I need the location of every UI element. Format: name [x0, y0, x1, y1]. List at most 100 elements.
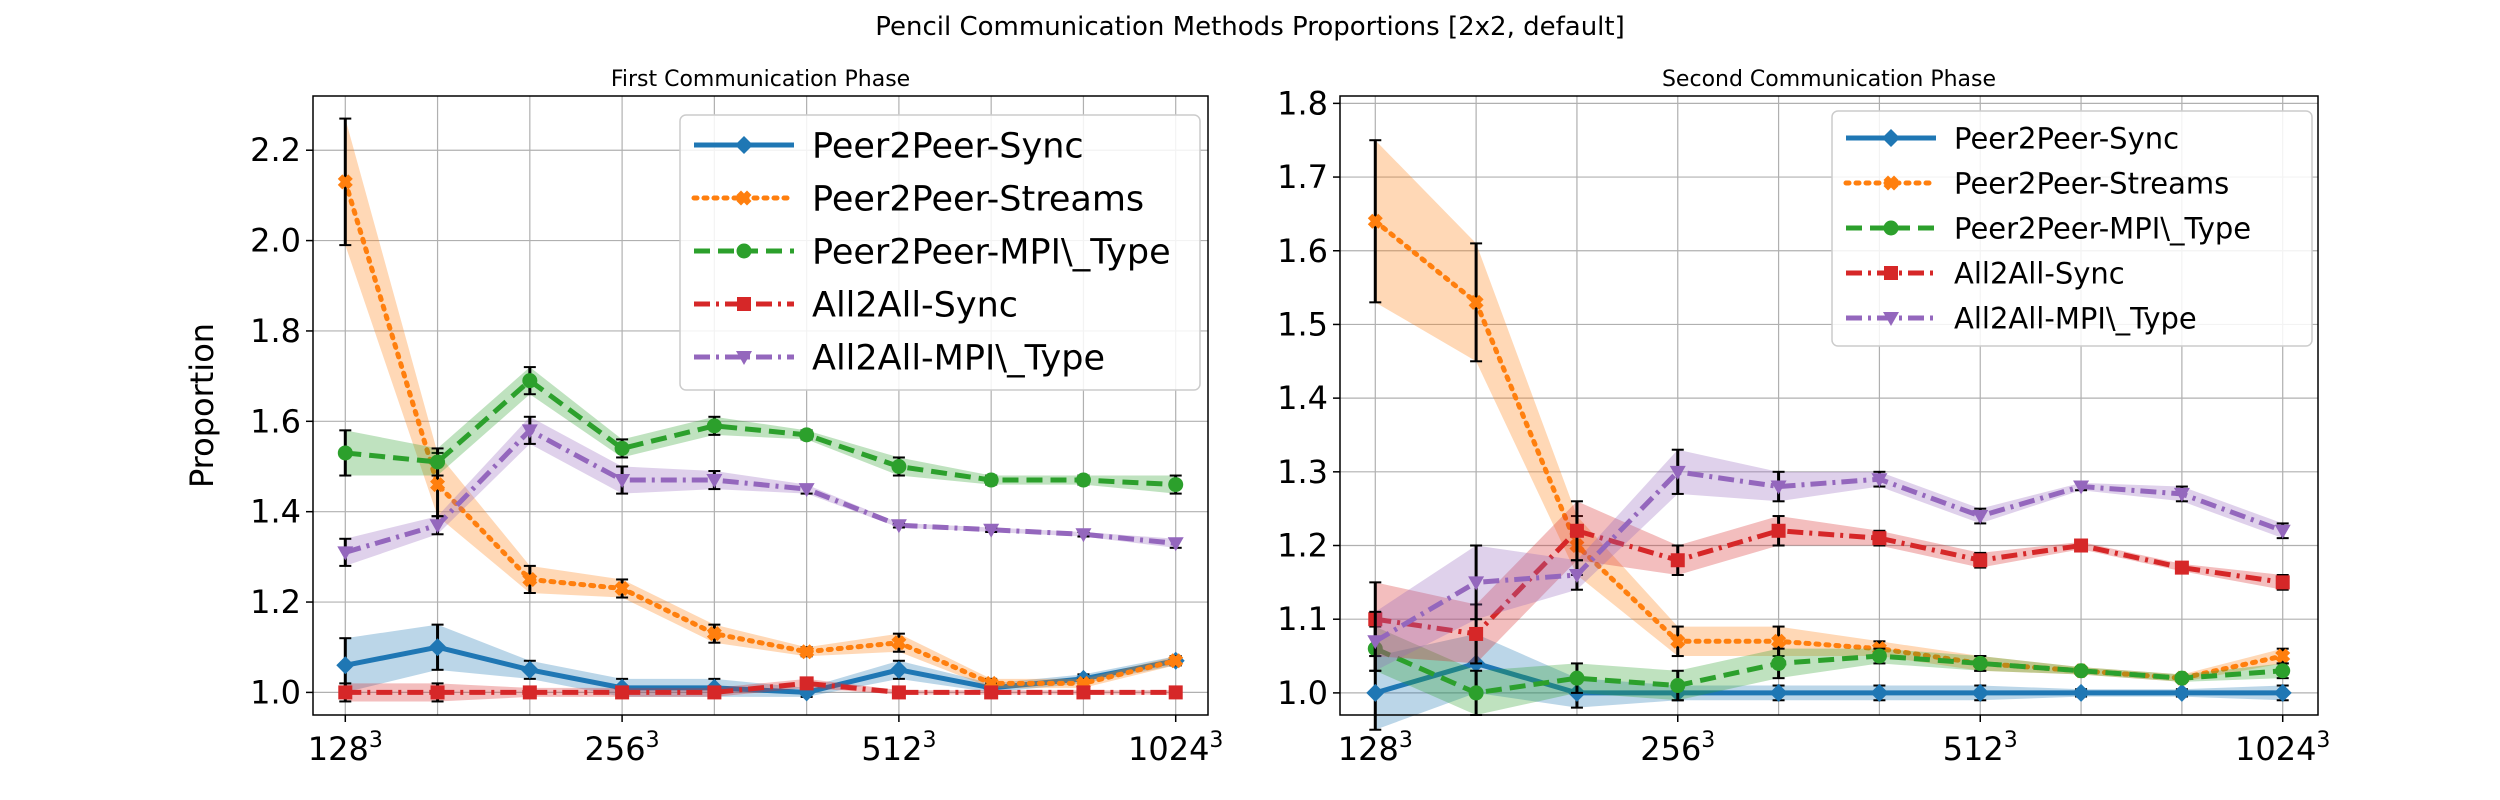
legend-item-peer2peer-sync: Peer2Peer-Sync	[1846, 121, 2179, 155]
x-tick-label: 5123	[861, 728, 936, 768]
series-line	[344, 427, 1176, 555]
series-line	[342, 179, 1179, 686]
legend-marker	[1884, 266, 1898, 280]
data-point	[337, 546, 354, 561]
series-band	[1375, 501, 2283, 664]
x-tick-label: 2563	[585, 728, 660, 768]
data-point	[1468, 576, 1485, 591]
legend-marker	[735, 136, 753, 154]
legend-item-peer2peer-mpi-type: Peer2Peer-MPI\_Type	[1846, 211, 2251, 245]
y-tick-label: 1.4	[250, 493, 301, 531]
data-point	[1669, 465, 1686, 480]
data-point	[799, 644, 815, 660]
series-all2all-sync	[1368, 500, 2290, 665]
legend-label: All2All-MPI\_Type	[1954, 301, 2197, 335]
legend-marker	[736, 190, 752, 206]
data-point	[1168, 477, 1184, 493]
y-tick-label: 1.8	[250, 312, 301, 350]
data-point	[1167, 537, 1184, 552]
legend-label: Peer2Peer-Streams	[1954, 166, 2229, 200]
legend-item-all2all-sync: All2All-Sync	[694, 286, 1018, 326]
data-point	[2274, 524, 2291, 539]
data-point	[521, 424, 538, 439]
data-point	[984, 685, 999, 700]
data-point	[1468, 294, 1484, 310]
data-point	[2173, 487, 2190, 502]
data-point	[337, 445, 353, 461]
data-point	[522, 685, 537, 700]
data-point	[338, 685, 353, 700]
data-point	[1973, 553, 1988, 568]
chart-first-phase: First Communication Phase 1.0 1.2 1.4 1.6 1.8…	[183, 67, 1223, 768]
y-tick-label: 1.5	[1277, 305, 1328, 343]
data-point	[1872, 531, 1887, 546]
data-point	[1367, 213, 1383, 229]
data-point	[1076, 685, 1091, 700]
legend-marker	[736, 351, 752, 365]
series-line	[345, 680, 1176, 695]
data-point	[1670, 678, 1686, 694]
x-tick-label: 1283	[1338, 728, 1413, 768]
series-line	[1374, 646, 2283, 696]
second-axes-frame	[1339, 95, 2319, 716]
legend-label: Peer2Peer-Sync	[1954, 121, 2179, 155]
series-peer2peer-mpi-type	[1367, 625, 2291, 716]
y-tick-label: 1.2	[1277, 527, 1328, 565]
series-peer2peer-sync	[1366, 632, 2292, 731]
data-point	[1569, 670, 1585, 686]
series-line	[1374, 469, 2284, 644]
data-point	[1972, 510, 1989, 525]
data-point	[891, 635, 907, 651]
y-tick-label: 1.4	[1277, 379, 1328, 417]
data-point	[1871, 648, 1887, 664]
legend-item-all2all-mpi-type: All2All-MPI\_Type	[694, 339, 1105, 379]
y-tick-label: 1.8	[1277, 84, 1328, 122]
data-point	[1569, 523, 1584, 538]
data-point	[799, 676, 814, 691]
data-point	[2172, 683, 2191, 702]
legend-marker	[1883, 312, 1899, 326]
x-tick-label: 10243	[2235, 728, 2330, 768]
data-point	[337, 174, 353, 190]
y-tick-label: 1.0	[1277, 674, 1328, 712]
legend-label: Peer2Peer-Streams	[812, 180, 1144, 220]
y-tick-label: 1.6	[250, 402, 301, 440]
data-point	[522, 373, 538, 389]
legend-item-all2all-sync: All2All-Sync	[1846, 256, 2125, 290]
series-line	[345, 377, 1176, 488]
second-chart-title: Second Communication Phase	[1662, 67, 1996, 92]
legend-item-peer2peer-streams: Peer2Peer-Streams	[691, 180, 1144, 220]
data-point	[983, 523, 1000, 538]
data-point	[2275, 575, 2290, 590]
legend-box	[1831, 110, 2313, 347]
data-point	[614, 440, 630, 456]
data-point	[430, 454, 446, 470]
data-point	[2273, 683, 2292, 702]
legend-label: All2All-Sync	[812, 286, 1018, 326]
data-point	[1770, 480, 1787, 495]
data-point	[707, 685, 722, 700]
y-tick-label: 1.0	[250, 673, 301, 711]
first-chart-title: First Communication Phase	[611, 67, 910, 92]
data-point	[2174, 670, 2190, 686]
data-point	[1971, 683, 1990, 702]
data-point	[798, 483, 815, 498]
data-point	[615, 685, 630, 700]
legend-marker	[736, 243, 752, 259]
series-peer2peer-streams	[337, 117, 1184, 691]
data-point	[1168, 653, 1184, 669]
first-axes-frame	[312, 95, 1209, 716]
data-point	[2275, 648, 2291, 664]
data-point	[614, 474, 631, 489]
data-point	[1367, 635, 1384, 650]
legend-label: Peer2Peer-MPI\_Type	[1954, 211, 2251, 245]
data-point	[429, 519, 446, 534]
y-tick-label: 1.6	[1277, 232, 1328, 270]
data-point	[706, 626, 722, 642]
y-tick-label: 2.2	[250, 131, 301, 169]
series-band	[1375, 633, 2283, 730]
legend-label: All2All-MPI\_Type	[812, 339, 1105, 379]
y-tick-label: 1.1	[1277, 600, 1328, 638]
legend-marker	[1883, 220, 1899, 236]
